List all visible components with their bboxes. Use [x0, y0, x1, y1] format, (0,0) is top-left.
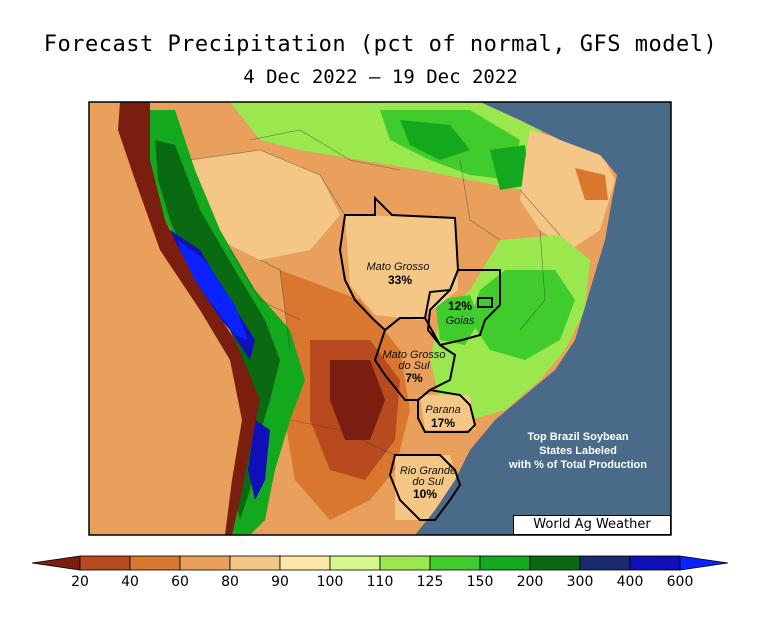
state-labels: Mato Grosso 33% 12% Goias Mato Grosso do…	[367, 261, 475, 501]
andes-south-extreme	[248, 420, 270, 500]
note-line-2: States Labeled	[539, 445, 617, 457]
state-pct-goias: 12%	[448, 299, 472, 313]
rio-grande-do-sul-outline	[388, 454, 462, 521]
legend-tick-label: 110	[367, 574, 394, 590]
state-name-mato-grosso-do-sul-line1: Mato Grosso	[383, 349, 446, 361]
credit-label: World Ag Weather	[513, 515, 671, 535]
northern-wet-peak	[400, 120, 470, 160]
western-amazon-zone	[190, 150, 340, 260]
legend-tick-label: 300	[567, 574, 594, 590]
legend-swatch	[479, 555, 531, 571]
goias-outline	[426, 269, 501, 347]
political-borders	[189, 129, 561, 456]
northern-wet-peak-2	[490, 145, 530, 190]
soybean-note: Top Brazil Soybean States Labeled with %…	[508, 431, 647, 471]
goias-wet-core	[435, 295, 480, 345]
mato-grosso-do-sul-outline	[373, 317, 457, 401]
legend-arrow-high	[679, 555, 729, 571]
legend-swatch	[129, 555, 181, 571]
state-pct-mato-grosso-do-sul: 7%	[405, 371, 423, 385]
legend-swatch	[79, 555, 131, 571]
interior-dry-peak	[330, 360, 385, 440]
legend-tick-label: 40	[121, 574, 139, 590]
state-name-mato-grosso-do-sul-line2: do Sul	[398, 360, 430, 372]
parana-zone	[420, 395, 475, 430]
state-name-goias: Goias	[446, 315, 475, 327]
northeast-dry-zone	[520, 130, 615, 250]
legend-tick-label: 125	[417, 574, 444, 590]
map-date-range: 4 Dec 2022 – 19 Dec 2022	[243, 66, 518, 88]
legend-tick-label: 60	[171, 574, 189, 590]
parana-outline	[417, 388, 477, 433]
southeast-wet-core	[470, 270, 575, 360]
west-coast-dry-strip	[118, 102, 260, 535]
note-line-3: with % of Total Production	[508, 459, 647, 471]
legend-tick-label: 100	[317, 574, 344, 590]
legend-tick-label: 600	[667, 574, 694, 590]
goias-df-outline	[477, 297, 493, 308]
map-title: Forecast Precipitation (pct of normal, G…	[43, 32, 718, 57]
legend-tick-label: 20	[71, 574, 89, 590]
legend-swatch	[579, 555, 631, 571]
state-name-mato-grosso: Mato Grosso	[367, 261, 430, 273]
mato-grosso-outline	[338, 195, 460, 332]
legend-tick-label: 400	[617, 574, 644, 590]
legend-tick-label: 90	[271, 574, 289, 590]
legend-swatch	[329, 555, 381, 571]
legend-swatch	[379, 555, 431, 571]
state-name-rio-grande-do-sul-line2: do Sul	[412, 476, 444, 488]
legend-tick-label: 200	[517, 574, 544, 590]
andes-extreme-wet-core	[178, 240, 248, 340]
note-line-1: Top Brazil Soybean	[527, 431, 629, 443]
state-pct-mato-grosso: 33%	[388, 273, 412, 287]
color-legend: 20 40 60 80 90 100 110 125 150 200 300 400 600	[31, 555, 729, 590]
state-pct-parana: 17%	[431, 416, 455, 430]
map-frame	[88, 101, 672, 536]
legend-swatch	[229, 555, 281, 571]
legend-swatch	[179, 555, 231, 571]
state-pct-rio-grande-do-sul: 10%	[413, 487, 437, 501]
legend-swatch	[529, 555, 581, 571]
legend-swatch	[629, 555, 681, 571]
legend-arrow-low	[31, 555, 81, 571]
legend-swatch	[279, 555, 331, 571]
legend-swatch	[429, 555, 481, 571]
state-name-rio-grande-do-sul-line1: Rio Grande	[400, 465, 456, 477]
northeast-dry-core	[575, 168, 608, 200]
soybean-state-outlines	[338, 195, 501, 521]
legend-tick-label: 80	[221, 574, 239, 590]
state-name-parana: Parana	[425, 404, 460, 416]
legend-tick-label: 150	[467, 574, 494, 590]
